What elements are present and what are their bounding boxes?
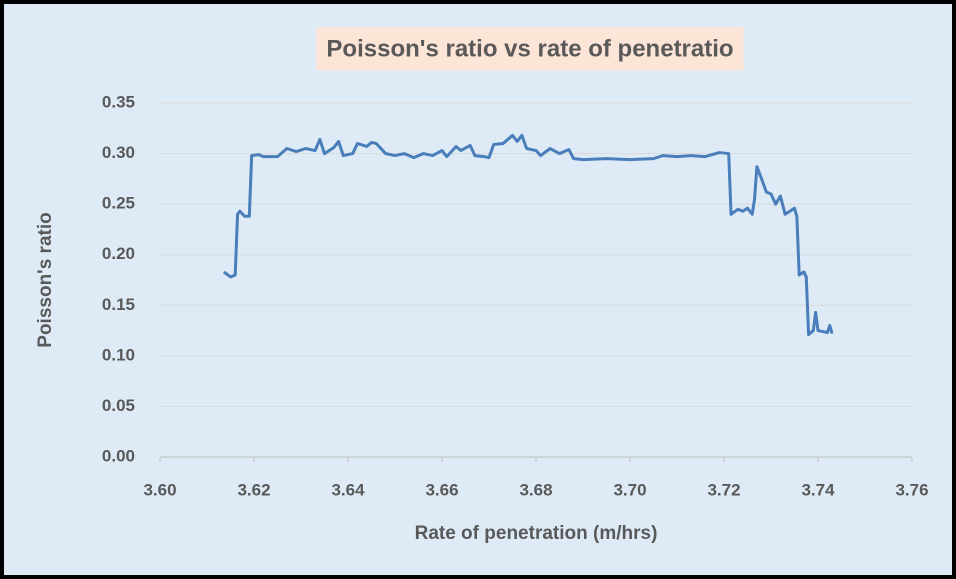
- y-axis-label: Poisson's ratio: [35, 212, 56, 347]
- x-tick-label: 3.68: [519, 480, 552, 499]
- y-tick-label: 0.30: [102, 143, 135, 162]
- y-tick-label: 0.35: [102, 92, 135, 111]
- x-tick-label: 3.74: [801, 480, 835, 499]
- x-tick-label: 3.64: [331, 480, 365, 499]
- title-background: [316, 27, 744, 71]
- x-tick-label: 3.66: [425, 480, 458, 499]
- y-tick-label: 0.10: [102, 345, 135, 364]
- y-tick-label: 0.00: [102, 446, 135, 465]
- x-tick-label: 3.76: [895, 480, 928, 499]
- y-tick-label: 0.25: [102, 194, 135, 213]
- x-axis-label: Rate of penetration (m/hrs): [415, 523, 658, 544]
- x-tick-label: 3.60: [143, 480, 176, 499]
- data-line: [223, 133, 834, 337]
- x-tick-label: 3.72: [707, 480, 740, 499]
- chart-title: Poisson's ratio vs rate of penetratio: [326, 35, 733, 62]
- y-tick-label: 0.15: [102, 295, 135, 314]
- y-tick-label: 0.20: [102, 244, 135, 263]
- x-tick-label: 3.62: [237, 480, 270, 499]
- y-tick-label: 0.05: [102, 396, 135, 415]
- x-tick-label: 3.70: [613, 480, 646, 499]
